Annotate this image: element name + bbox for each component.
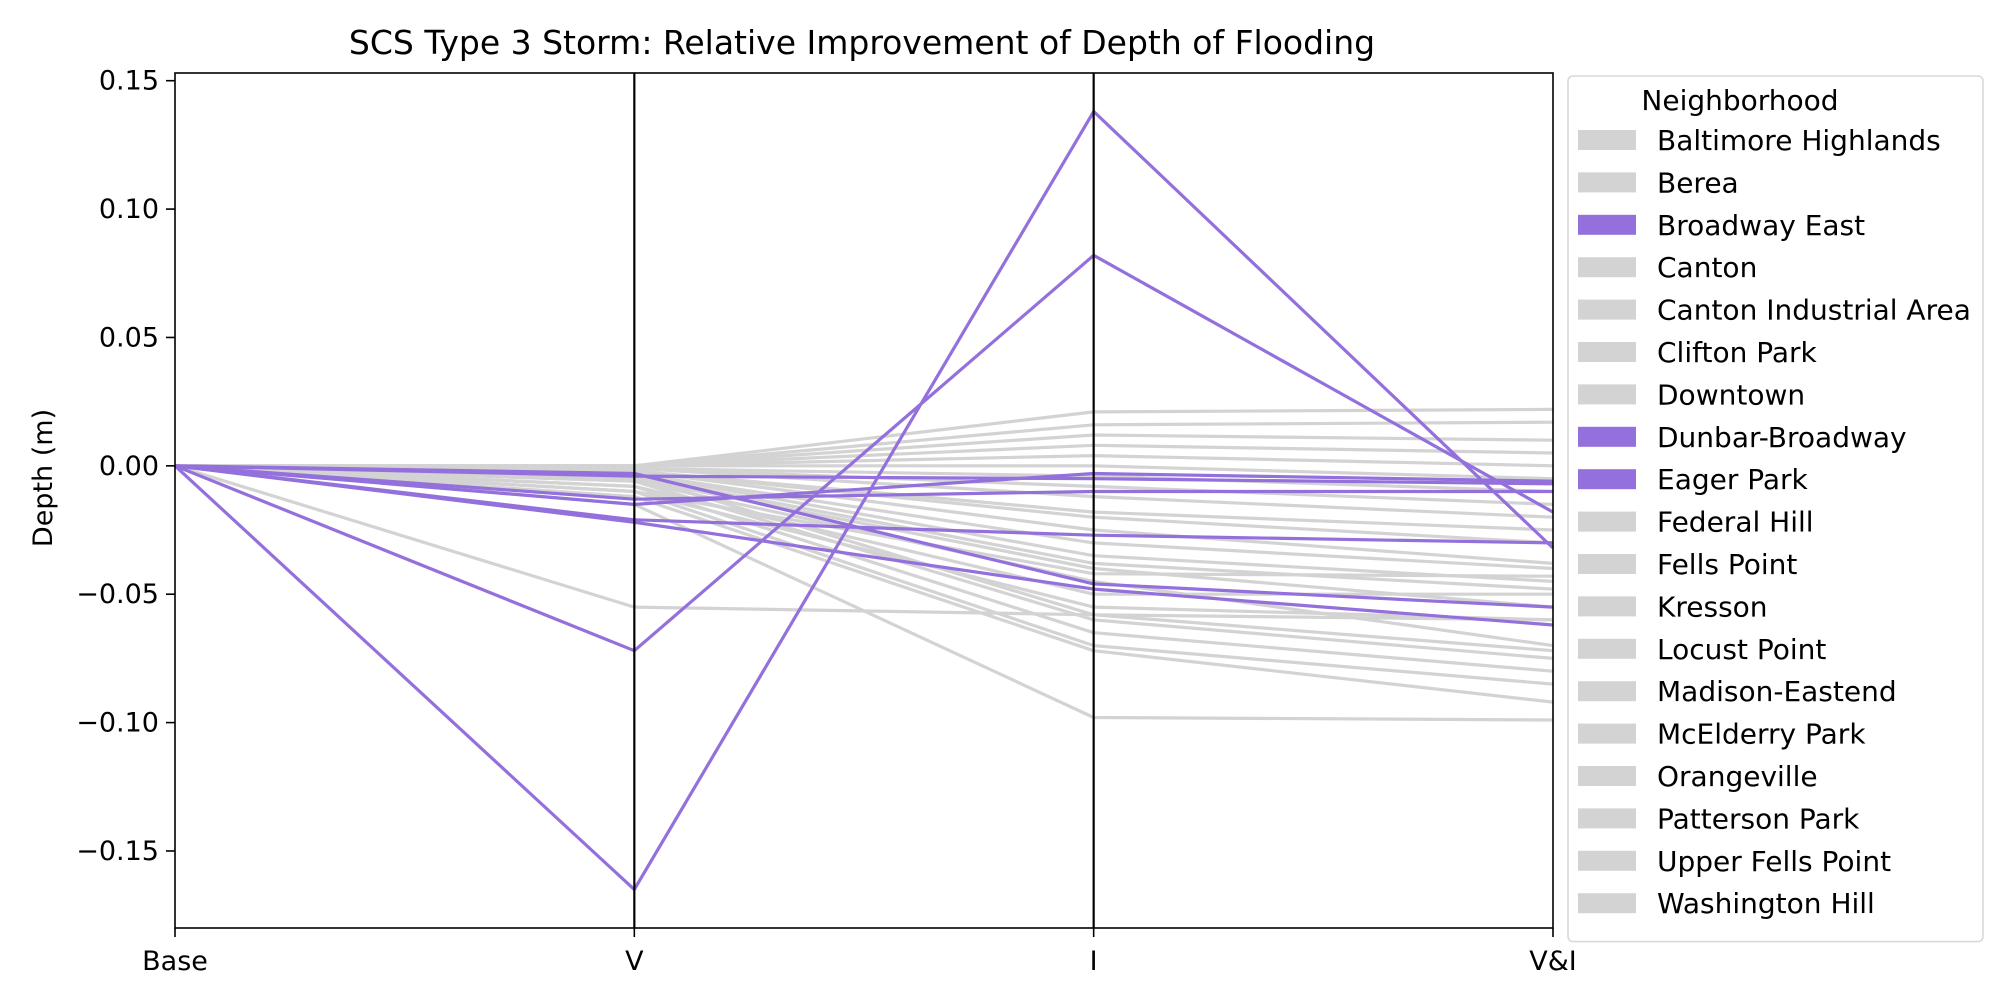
series-line-other-27: [174, 464, 1554, 578]
legend-entry-label: McElderry Park: [1657, 718, 1866, 751]
legend-entry-label: Locust Point: [1657, 633, 1826, 666]
y-tick-label: 0.00: [99, 451, 159, 482]
legend-swatch: [1578, 426, 1636, 447]
legend-swatch: [1578, 214, 1636, 235]
legend-swatch: [1578, 172, 1636, 193]
legend-entry-label: Washington Hill: [1657, 887, 1875, 920]
chart-title: SCS Type 3 Storm: Relative Improvement o…: [349, 23, 1375, 62]
legend-entry-label: Berea: [1657, 166, 1739, 199]
legend-swatch: [1578, 130, 1636, 150]
x-tick-label: Base: [142, 946, 208, 977]
y-tick-label: 0.05: [99, 322, 159, 353]
legend-swatch: [1578, 850, 1636, 871]
legend-entry-label: Canton: [1657, 251, 1757, 284]
legend-entry-label: Dunbar-Broadway: [1657, 421, 1907, 454]
y-axis-label: Depth (m): [28, 409, 59, 547]
legend-swatch: [1578, 469, 1636, 490]
legend-swatch: [1578, 723, 1636, 744]
y-tick-label: −0.15: [76, 836, 159, 867]
legend-entry-label: Fells Point: [1657, 548, 1797, 581]
legend-entry-label: Eager Park: [1657, 463, 1809, 496]
legend-entry-label: Kresson: [1657, 590, 1768, 623]
legend-entry-label: Canton Industrial Area: [1657, 294, 1971, 327]
legend-entry-label: Madison-Eastend: [1657, 675, 1897, 708]
y-tick-label: −0.10: [76, 708, 159, 739]
legend-swatch: [1578, 342, 1636, 362]
plot-frame: [174, 72, 1554, 929]
series-lines: [173, 109, 1555, 892]
legend-swatch: [1578, 681, 1636, 702]
legend: Neighborhood Baltimore Highlands Berea Broa…: [1567, 75, 1984, 943]
legend-entry-label: Patterson Park: [1657, 802, 1860, 835]
legend-box: [1567, 75, 1984, 943]
x-tick-label: I: [1090, 946, 1098, 977]
legend-entry-label: Baltimore Highlands: [1657, 124, 1941, 157]
legend-swatch: [1578, 766, 1636, 786]
y-tick-label: 0.15: [99, 66, 159, 97]
legend-swatch: [1578, 638, 1636, 659]
x-tick-label: V&I: [1529, 946, 1577, 977]
series-line-other-25: [175, 407, 1554, 468]
axes: Base V I V&I 0.15 0.10 0.05 0.00 −0.05 −0.10 −0.15: [76, 66, 1577, 977]
series-line-highlight-29: [174, 253, 1554, 653]
series-line-highlight-32: [174, 464, 1553, 501]
y-tick-label: 0.10: [99, 194, 159, 225]
legend-swatch: [1578, 257, 1636, 278]
legend-swatch: [1578, 893, 1636, 914]
legend-swatch: [1578, 299, 1636, 320]
legend-entry-label: Downtown: [1657, 378, 1805, 411]
legend-entry-label: Federal Hill: [1657, 506, 1814, 539]
legend-swatch: [1578, 808, 1636, 829]
series-line-other-10: [174, 464, 1554, 609]
legend-entry-label: Clifton Park: [1657, 336, 1818, 369]
legend-swatch: [1578, 554, 1636, 574]
y-tick-label: −0.05: [76, 579, 159, 610]
series-line-highlight-34: [174, 464, 1554, 609]
x-tick-label: V: [625, 946, 644, 977]
legend-entry-label: Broadway East: [1657, 209, 1865, 242]
series-line-highlight-35: [174, 464, 1554, 506]
legend-swatch: [1578, 596, 1636, 617]
series-line-highlight-28: [173, 109, 1555, 892]
legend-title: Neighborhood: [1641, 84, 1838, 117]
legend-entry-label: Orangeville: [1657, 760, 1818, 793]
legend-swatch: [1578, 511, 1636, 532]
legend-entry-label: Upper Fells Point: [1657, 845, 1891, 878]
legend-swatch: [1578, 384, 1636, 405]
